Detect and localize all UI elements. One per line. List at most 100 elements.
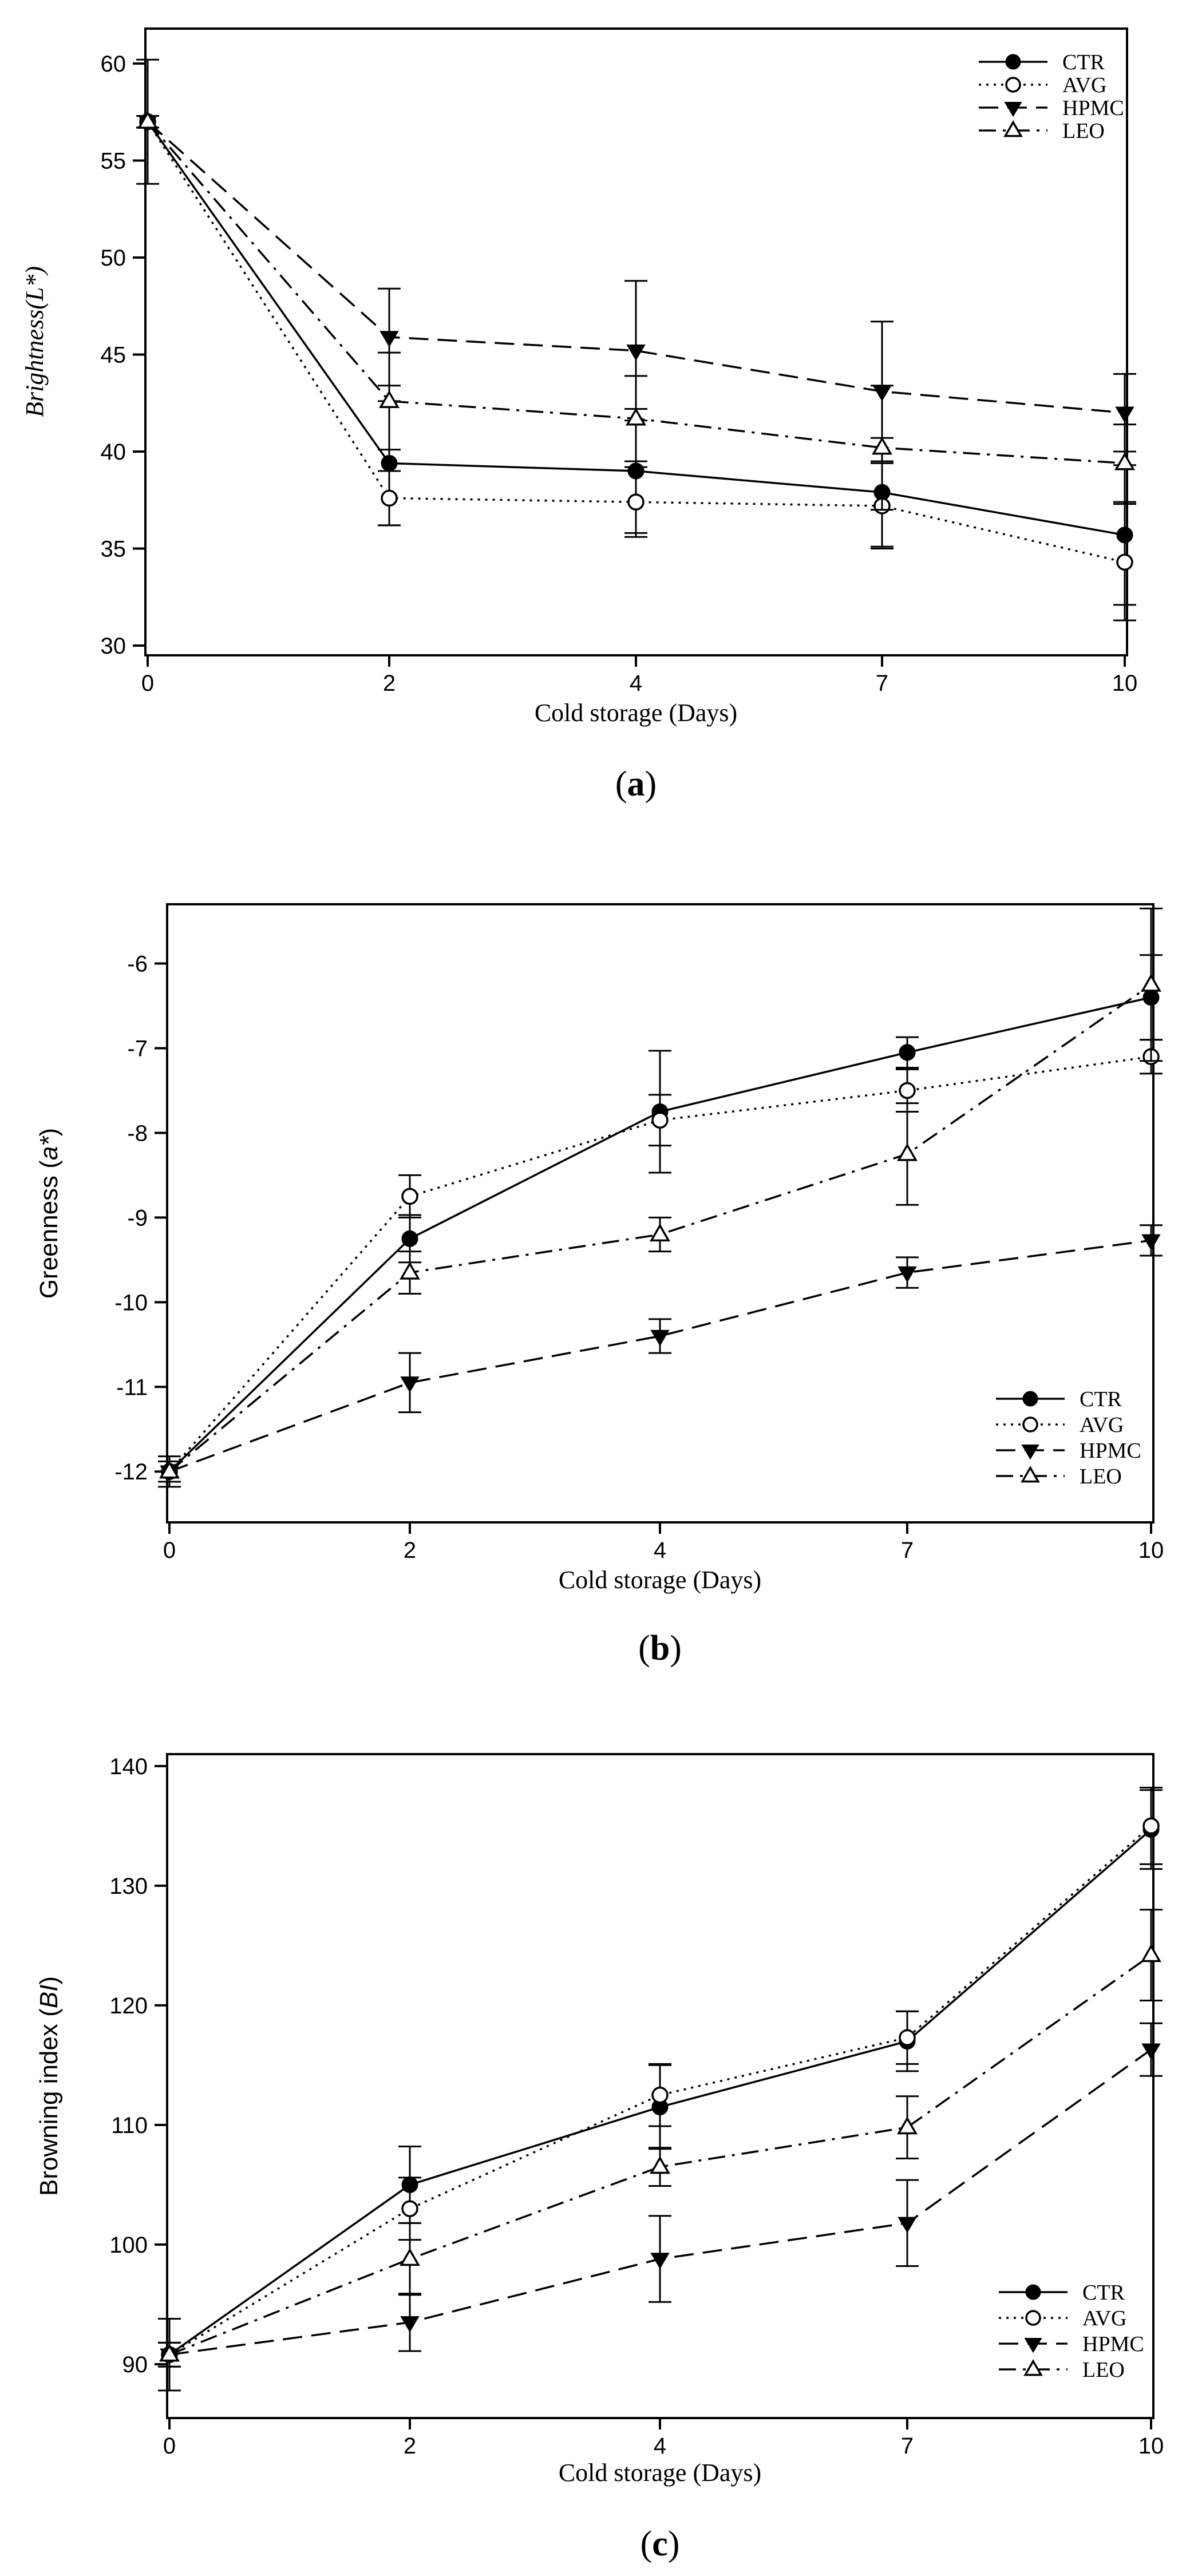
legend-label: HPMC [1082, 2332, 1144, 2356]
data-point-hpmc [1141, 1234, 1161, 1251]
legend-label: LEO [1080, 1465, 1122, 1489]
y-axis: 90 100 110 120 130 140 [109, 1754, 167, 2377]
legend-marker [1023, 2359, 1043, 2376]
data-point-hpmc [898, 2217, 917, 2233]
x-tick-label: 2 [404, 1538, 416, 1563]
legend-marker [1003, 120, 1023, 137]
x-tick-label: 7 [876, 671, 888, 696]
data-point-leo [159, 2344, 180, 2362]
legend-label: CTR [1080, 1387, 1122, 1411]
data-point-leo [872, 437, 892, 455]
legend-item-ctr: CTR [996, 1387, 1122, 1411]
legend-item-leo: LEO [999, 2358, 1125, 2382]
legend-marker [1022, 1416, 1038, 1433]
y-axis: 30 35 40 45 50 55 60 [101, 52, 145, 659]
panel-caption: (a) [615, 765, 657, 804]
legend-item-avg: AVG [996, 1413, 1124, 1437]
x-tick-label: 0 [141, 671, 154, 696]
x-tick-label: 7 [901, 1538, 914, 1563]
legend-item-hpmc: HPMC [999, 2332, 1144, 2356]
data-point-avg [401, 2200, 418, 2217]
y-tick-label: 120 [109, 1993, 148, 2019]
series-line-leo [169, 1954, 1152, 2356]
series-group [158, 1787, 1163, 2392]
data-point-avg [401, 1188, 418, 1205]
x-axis-title: Cold storage (Days) [559, 2459, 761, 2487]
x-tick-label: 10 [1138, 2433, 1164, 2459]
data-point-leo [1141, 1944, 1161, 1962]
legend-marker [1005, 77, 1021, 93]
series-line-avg [169, 1825, 1152, 2356]
data-point-avg [899, 1082, 916, 1099]
y-tick-label: -8 [127, 1121, 148, 1146]
y-tick-label: 140 [109, 1754, 148, 1779]
legend-marker [1005, 54, 1021, 70]
y-tick-label: -11 [116, 1375, 148, 1400]
data-point-hpmc [400, 2316, 420, 2333]
legend-label: LEO [1082, 2358, 1125, 2382]
data-point-hpmc [898, 1266, 917, 1283]
legend-marker [1021, 1445, 1039, 1460]
data-point-leo [400, 2247, 420, 2266]
data-point-hpmc [379, 331, 399, 347]
data-point-avg [651, 1111, 669, 1129]
y-tick-label: -7 [127, 1036, 148, 1062]
y-tick-label: -12 [114, 1459, 148, 1485]
data-point-avg [899, 2029, 916, 2047]
y-tick-label: 55 [101, 149, 126, 174]
series-line-hpmc [147, 121, 1125, 414]
series-group [158, 907, 1163, 1488]
data-point-leo [626, 407, 646, 426]
panel-caption: (c) [641, 2524, 680, 2563]
legend-label: CTR [1062, 50, 1105, 74]
data-point-leo [1114, 452, 1135, 470]
legend-marker [1004, 102, 1022, 117]
x-axis: 0 2 4 7 10 [163, 1522, 1164, 1563]
y-tick-label: -6 [127, 952, 148, 977]
legend-marker [1024, 2338, 1042, 2353]
y-tick-label: 50 [101, 246, 126, 271]
y-axis-title: Brightness(L*) [21, 266, 49, 417]
data-point-hpmc [400, 1376, 420, 1393]
data-point-leo [159, 1461, 180, 1479]
data-point-ctr [899, 1044, 916, 1061]
legend-marker [1025, 2310, 1041, 2326]
data-point-avg [1142, 1817, 1160, 1835]
y-tick-label: 35 [101, 537, 126, 562]
legend-label: AVG [1080, 1413, 1124, 1437]
legend-item-ctr: CTR [999, 2281, 1125, 2305]
data-point-leo [137, 110, 158, 129]
legend-label: LEO [1062, 119, 1105, 143]
data-point-leo [650, 1223, 670, 1242]
data-point-hpmc [1141, 2043, 1161, 2060]
y-tick-label: 30 [101, 634, 126, 659]
y-tick-label: 60 [101, 52, 126, 77]
plot-frame [166, 903, 1155, 1524]
x-tick-label: 10 [1112, 671, 1138, 696]
legend-item-ctr: CTR [979, 50, 1105, 74]
legend-item-hpmc: HPMC [979, 96, 1124, 120]
data-point-ctr [401, 1230, 418, 1247]
data-point-leo [650, 2155, 670, 2174]
y-tick-label: -10 [114, 1290, 148, 1315]
data-point-hpmc [650, 2253, 670, 2269]
legend-item-leo: LEO [996, 1465, 1122, 1489]
x-tick-label: 4 [630, 671, 642, 696]
legend-item-avg: AVG [999, 2306, 1126, 2330]
x-axis-title: Cold storage (Days) [559, 1566, 761, 1594]
legend-label: CTR [1082, 2281, 1125, 2305]
data-point-avg [1116, 553, 1133, 571]
series-line-hpmc [169, 1239, 1152, 1473]
data-point-leo [400, 1261, 420, 1280]
x-tick-label: 2 [404, 2433, 416, 2459]
y-tick-label: 130 [109, 1874, 148, 1899]
data-point-hpmc [1115, 406, 1134, 423]
data-point-leo [897, 1143, 918, 1161]
series-group [136, 58, 1136, 622]
data-point-avg [381, 489, 398, 507]
data-point-hpmc [650, 1329, 670, 1347]
data-point-avg [627, 493, 645, 511]
